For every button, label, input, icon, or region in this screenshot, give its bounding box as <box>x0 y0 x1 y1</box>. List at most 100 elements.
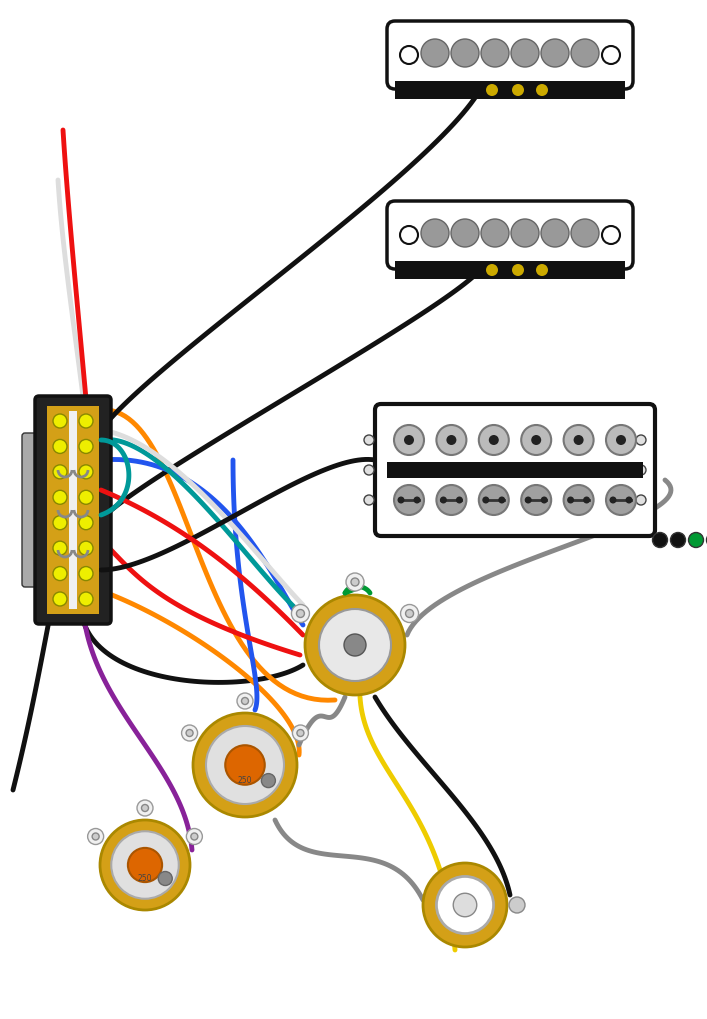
Circle shape <box>111 832 179 899</box>
Circle shape <box>53 465 67 479</box>
Bar <box>395 81 625 99</box>
Circle shape <box>305 595 405 695</box>
Circle shape <box>187 828 202 845</box>
Circle shape <box>583 496 590 503</box>
Circle shape <box>436 485 467 515</box>
FancyBboxPatch shape <box>387 201 633 269</box>
Circle shape <box>237 693 253 709</box>
Circle shape <box>541 219 569 247</box>
Circle shape <box>53 592 67 606</box>
Circle shape <box>453 894 477 917</box>
Circle shape <box>53 490 67 504</box>
Circle shape <box>401 604 419 623</box>
Circle shape <box>296 609 305 618</box>
Circle shape <box>573 435 583 445</box>
Circle shape <box>88 828 104 845</box>
Circle shape <box>206 726 284 804</box>
Circle shape <box>186 730 193 737</box>
Circle shape <box>53 516 67 530</box>
Circle shape <box>193 713 297 817</box>
Circle shape <box>242 697 248 704</box>
Circle shape <box>653 533 667 547</box>
Bar <box>631 424 651 516</box>
Circle shape <box>53 541 67 555</box>
Circle shape <box>563 425 594 455</box>
Circle shape <box>606 485 636 515</box>
Circle shape <box>479 425 509 455</box>
Circle shape <box>364 495 374 505</box>
Circle shape <box>53 414 67 428</box>
Circle shape <box>79 439 93 453</box>
Circle shape <box>79 414 93 428</box>
Circle shape <box>498 496 506 503</box>
Text: 250: 250 <box>238 776 252 785</box>
Circle shape <box>404 435 414 445</box>
Circle shape <box>191 833 198 840</box>
Bar <box>47 406 99 614</box>
Bar <box>395 261 625 279</box>
Circle shape <box>319 609 391 681</box>
Circle shape <box>606 425 636 455</box>
Circle shape <box>616 435 626 445</box>
Circle shape <box>541 39 569 67</box>
Circle shape <box>626 496 633 503</box>
Circle shape <box>92 833 99 840</box>
Circle shape <box>636 465 646 475</box>
Bar <box>69 411 77 609</box>
Circle shape <box>451 39 479 67</box>
Circle shape <box>346 573 364 591</box>
FancyBboxPatch shape <box>375 404 655 536</box>
Circle shape <box>79 592 93 606</box>
Circle shape <box>512 264 524 276</box>
FancyBboxPatch shape <box>35 396 111 624</box>
Circle shape <box>541 496 548 503</box>
Circle shape <box>53 439 67 453</box>
Circle shape <box>262 773 276 788</box>
Circle shape <box>536 264 548 276</box>
Circle shape <box>536 84 548 96</box>
Circle shape <box>571 39 599 67</box>
Circle shape <box>79 541 93 555</box>
FancyBboxPatch shape <box>387 21 633 89</box>
Circle shape <box>451 219 479 247</box>
Circle shape <box>351 578 359 586</box>
Circle shape <box>79 516 93 530</box>
Circle shape <box>446 435 457 445</box>
Circle shape <box>158 871 173 886</box>
Circle shape <box>79 490 93 504</box>
Circle shape <box>100 820 190 910</box>
Circle shape <box>456 496 463 503</box>
Circle shape <box>481 219 509 247</box>
Circle shape <box>406 609 414 618</box>
Bar <box>387 462 643 478</box>
Text: 250: 250 <box>138 874 152 883</box>
Circle shape <box>297 730 304 737</box>
Circle shape <box>563 485 594 515</box>
Circle shape <box>512 84 524 96</box>
Circle shape <box>421 219 449 247</box>
Circle shape <box>226 745 264 785</box>
Circle shape <box>486 264 498 276</box>
Circle shape <box>636 495 646 505</box>
Circle shape <box>414 496 421 503</box>
Circle shape <box>486 84 498 96</box>
Circle shape <box>689 533 703 547</box>
Circle shape <box>344 634 366 656</box>
Circle shape <box>479 485 509 515</box>
Circle shape <box>571 219 599 247</box>
Circle shape <box>128 848 162 882</box>
Circle shape <box>440 496 447 503</box>
Bar <box>379 424 399 516</box>
Circle shape <box>567 496 574 503</box>
Circle shape <box>79 567 93 581</box>
Circle shape <box>182 725 197 741</box>
Circle shape <box>364 465 374 475</box>
Circle shape <box>525 496 532 503</box>
Circle shape <box>291 604 310 623</box>
Circle shape <box>141 804 148 811</box>
Circle shape <box>397 496 404 503</box>
Circle shape <box>481 39 509 67</box>
Circle shape <box>394 485 424 515</box>
Circle shape <box>521 425 551 455</box>
Circle shape <box>521 485 551 515</box>
